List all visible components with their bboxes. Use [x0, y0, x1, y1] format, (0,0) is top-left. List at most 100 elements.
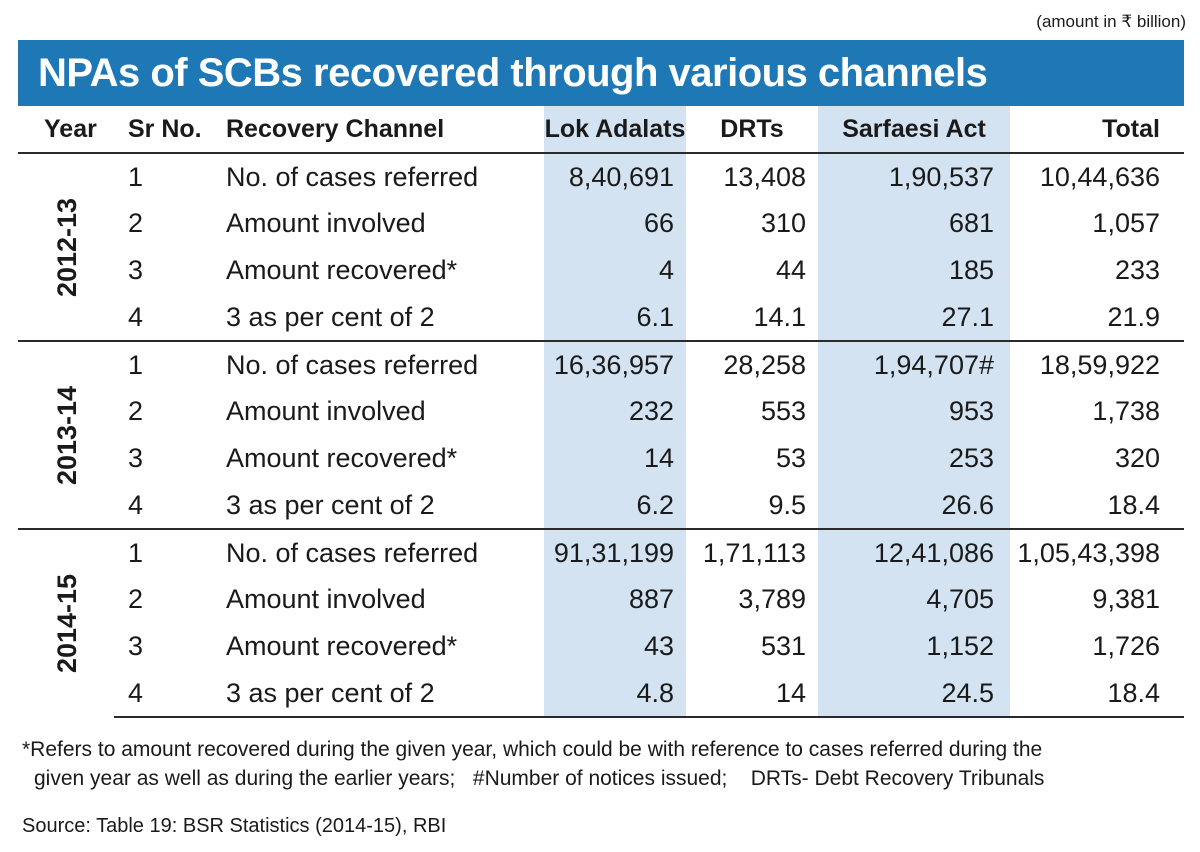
drts-cell: 14.1: [753, 301, 806, 332]
recovery-channel-cell: Amount recovered*: [226, 443, 458, 473]
recovery-channel-cell: Amount involved: [226, 584, 426, 614]
year-cell: 2014-15: [18, 528, 114, 717]
sarfaesi-act-cell: 26.6: [818, 482, 1010, 529]
sarfaesi-act-cell: 1,90,537: [818, 152, 1010, 200]
drts-cell: 1,71,113: [686, 528, 818, 576]
total-cell: 18,59,922: [1010, 340, 1184, 388]
sarfaesi-act-cell: 1,152: [818, 623, 1010, 670]
drts-cell: 28,258: [686, 340, 818, 388]
total-cell: 1,726: [1092, 631, 1160, 661]
sr-no-cell: 1: [114, 528, 214, 576]
lok-adalats-cell: 14: [544, 435, 686, 482]
header-total: Total: [1102, 114, 1160, 143]
table-body: 2012-13 1 No. of cases referred 8,40,691 13,…: [18, 152, 1184, 718]
table-row: 2013-14 1 No. of cases referred 16,36,957 28…: [18, 340, 1184, 529]
lok-adalats-cell: 66: [544, 200, 686, 247]
total-cell: 9,381: [1092, 584, 1160, 614]
sr-no-cell: 4: [128, 489, 144, 520]
table-row: 2012-13 1 No. of cases referred 8,40,691 13,…: [18, 152, 1184, 341]
table-row: 3 Amount recovered* 14 53 253 320: [18, 435, 1184, 482]
sarfaesi-act-cell: 27.1: [818, 294, 1010, 341]
sarfaesi-act-cell: 1,94,707#: [818, 340, 1010, 388]
footnote-drts: DRTs- Debt Recovery Tribunals: [750, 767, 1045, 790]
total-cell: 1,057: [1092, 208, 1160, 238]
recovery-channel-cell: No. of cases referred: [214, 340, 544, 388]
sr-no-cell: 2: [128, 396, 144, 426]
total-cell: 1,738: [1092, 396, 1160, 426]
header-row: Year Sr No. Recovery Channel Lok Adalats…: [18, 106, 1184, 153]
npa-recovery-table: Year Sr No. Recovery Channel Lok Adalats…: [18, 106, 1184, 718]
header-sr-no: Sr No.: [128, 114, 202, 143]
sarfaesi-act-cell: 953: [818, 388, 1010, 435]
table-row: 4 3 as per cent of 2 6.2 9.5 26.6 18.4: [18, 482, 1184, 529]
table-row: 2014-15 1 No. of cases referred 91,31,199 1,…: [18, 528, 1184, 717]
lok-adalats-cell: 43: [544, 623, 686, 670]
sr-no-cell: 3: [128, 631, 144, 661]
year-label: 2013-14: [52, 385, 83, 485]
recovery-channel-cell: Amount recovered*: [226, 631, 458, 661]
table-title: NPAs of SCBs recovered through various c…: [18, 40, 1184, 106]
year-label: 2012-13: [52, 197, 83, 297]
sr-no-cell: 2: [128, 584, 144, 614]
table-row: 4 3 as per cent of 2 6.1 14.1 27.1 21.9: [18, 294, 1184, 341]
sarfaesi-act-cell: 681: [818, 200, 1010, 247]
header-drts: DRTs: [720, 114, 784, 143]
total-cell: 233: [1114, 255, 1160, 285]
header-sarfaesi-act: Sarfaesi Act: [818, 106, 1010, 153]
footnote-line-2: given year as well as during the earlier…: [22, 764, 1182, 793]
sr-no-cell: 1: [114, 152, 214, 200]
lok-adalats-cell: 16,36,957: [544, 340, 686, 388]
total-cell: 18.4: [1010, 670, 1184, 718]
recovery-channel-cell: 3 as per cent of 2: [226, 489, 435, 520]
lok-adalats-cell: 8,40,691: [544, 152, 686, 200]
table-row: 2 Amount involved 232 553 953 1,738: [18, 388, 1184, 435]
sr-no-cell: 3: [128, 255, 144, 285]
table-row: 2 Amount involved 66 310 681 1,057: [18, 200, 1184, 247]
recovery-channel-cell: No. of cases referred: [214, 152, 544, 200]
year-cell: 2013-14: [18, 340, 114, 529]
lok-adalats-cell: 6.1: [544, 294, 686, 341]
header-recovery-channel: Recovery Channel: [226, 114, 445, 143]
recovery-channel-cell: 3 as per cent of 2: [226, 301, 435, 332]
footnote-notices: #Number of notices issued;: [472, 767, 728, 790]
header-year: Year: [44, 114, 97, 143]
drts-cell: 531: [760, 631, 806, 661]
lok-adalats-cell: 4: [544, 247, 686, 294]
sr-no-cell: 4: [128, 301, 144, 332]
recovery-channel-cell: No. of cases referred: [214, 528, 544, 576]
drts-cell: 53: [775, 443, 806, 473]
table-row: 2 Amount involved 887 3,789 4,705 9,381: [18, 576, 1184, 623]
footnote-earlier-years: given year as well as during the earlier…: [34, 767, 456, 790]
drts-cell: 44: [775, 255, 806, 285]
sr-no-cell: 3: [128, 443, 144, 473]
lok-adalats-cell: 6.2: [544, 482, 686, 529]
lok-adalats-cell: 232: [544, 388, 686, 435]
sarfaesi-act-cell: 12,41,086: [818, 528, 1010, 576]
footnotes: *Refers to amount recovered during the g…: [22, 735, 1182, 793]
total-cell: 18.4: [1107, 489, 1160, 520]
drts-cell: 3,789: [738, 584, 806, 614]
year-cell: 2012-13: [18, 152, 114, 341]
total-cell: 320: [1114, 443, 1160, 473]
drts-cell: 14: [686, 670, 818, 718]
header-lok-adalats: Lok Adalats: [544, 106, 686, 153]
sr-no-cell: 1: [114, 340, 214, 388]
recovery-channel-cell: Amount recovered*: [226, 255, 458, 285]
total-cell: 10,44,636: [1010, 152, 1184, 200]
source-note: Source: Table 19: BSR Statistics (2014-1…: [22, 815, 447, 837]
sarfaesi-act-cell: 24.5: [818, 670, 1010, 718]
lok-adalats-cell: 887: [544, 576, 686, 623]
sarfaesi-act-cell: 185: [818, 247, 1010, 294]
drts-cell: 553: [760, 396, 806, 426]
lok-adalats-cell: 4.8: [544, 670, 686, 718]
sarfaesi-act-cell: 253: [818, 435, 1010, 482]
recovery-channel-cell: Amount involved: [226, 208, 426, 238]
sr-no-cell: 4: [114, 670, 214, 718]
recovery-channel-cell: Amount involved: [226, 396, 426, 426]
lok-adalats-cell: 91,31,199: [544, 528, 686, 576]
total-cell: 1,05,43,398: [1010, 528, 1184, 576]
table-row: 3 Amount recovered* 43 531 1,152 1,726: [18, 623, 1184, 670]
total-cell: 21.9: [1107, 301, 1160, 332]
sr-no-cell: 2: [128, 208, 144, 238]
